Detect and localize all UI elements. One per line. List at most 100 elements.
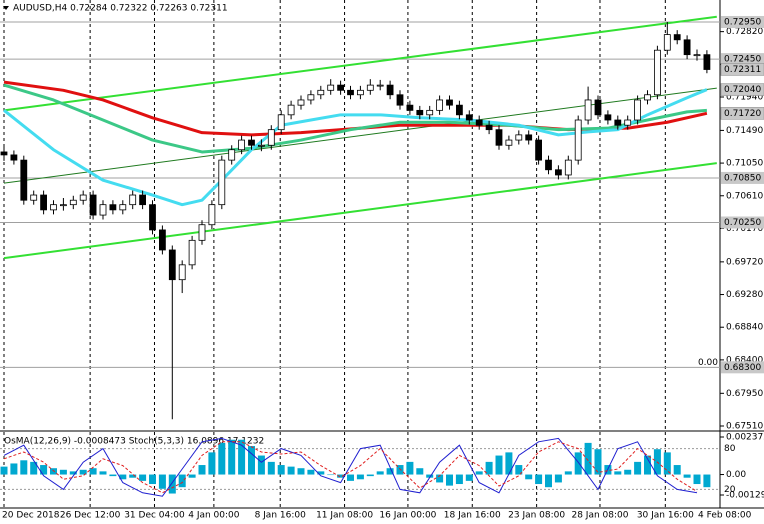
candle-body [0, 151, 8, 156]
osma-bar [703, 474, 711, 488]
candle-body [99, 204, 107, 216]
y2-tick-label: 20 [724, 485, 736, 495]
candle-body [238, 139, 246, 151]
price-marker-label: 0.72040 [724, 85, 761, 95]
osma-bar [663, 452, 671, 475]
y-tick-label: 0.69280 [726, 290, 763, 300]
x-tick-label: 16 Jan 00:00 [379, 511, 436, 521]
level-label: 0.68300 [724, 363, 761, 373]
osma-bar [386, 468, 394, 475]
x-tick-label: 23 Jan 08:00 [508, 511, 565, 521]
osma-bar [178, 474, 186, 488]
candle-body [614, 119, 622, 126]
osma-bar [564, 471, 572, 475]
osma-bar [475, 471, 483, 475]
osma-bar [515, 465, 523, 475]
candle-body [356, 89, 364, 96]
osma-bar [426, 474, 434, 478]
candle-body [673, 34, 681, 41]
price-marker-box [720, 63, 764, 76]
x-tick-label: 4 Feb 08:00 [698, 511, 752, 521]
osma-bar [149, 474, 156, 485]
candle-body [396, 94, 404, 106]
y-tick-label: 0.67950 [726, 389, 763, 399]
candle-body [693, 54, 701, 57]
candle-body [495, 129, 503, 146]
candle-body [624, 119, 632, 126]
osma-bar [158, 474, 166, 489]
price-marker-box [720, 83, 764, 96]
osma-bar [376, 471, 384, 475]
osma-bar [584, 442, 592, 475]
candle-body [634, 99, 641, 121]
osma-bar [446, 474, 453, 486]
osma-bar [99, 471, 107, 475]
y-tick-label: 0.67510 [726, 421, 763, 431]
x-tick-label: 18 Jan 16:00 [444, 511, 501, 521]
y-tick-label: 0.00 [726, 470, 746, 480]
osma-bar [683, 474, 691, 478]
candle-body [584, 99, 592, 121]
overlay-line [3, 15, 717, 112]
candle-body [436, 99, 444, 111]
candle-body [604, 114, 612, 121]
osma-bar [188, 474, 196, 478]
candle-body [475, 119, 483, 126]
osma-bar [267, 461, 275, 475]
candle-body [703, 54, 711, 70]
y-tick-label: 0.69720 [726, 257, 763, 267]
osma-bar [624, 469, 632, 475]
osma-bar [198, 465, 206, 475]
candle-body [287, 104, 295, 116]
candle-body [168, 249, 176, 281]
candle-body [248, 139, 255, 146]
osma-bar [406, 461, 414, 475]
candle-body [60, 204, 67, 207]
osma-bar [673, 465, 681, 475]
y-tick-label: 0.68840 [726, 323, 763, 333]
candle-body [426, 109, 434, 116]
candle-body [574, 119, 582, 161]
candle-body [564, 159, 572, 176]
level-label-box [721, 53, 764, 66]
osma-bar [505, 452, 513, 475]
osma-bar [297, 468, 305, 475]
candle-body [10, 154, 18, 161]
osma-bar [109, 474, 117, 477]
candle-body [277, 114, 285, 131]
osma-bar [0, 466, 8, 475]
candle-body [188, 239, 196, 266]
osma-bar [465, 474, 473, 481]
price-marker-label: 0.71720 [724, 109, 761, 119]
candle-body [30, 194, 38, 201]
candle-body [89, 194, 97, 216]
candle-body [416, 109, 424, 116]
y2-tick-label: 80 [724, 444, 736, 454]
level-label-box [721, 361, 764, 374]
x-tick-label: 8 Jan 16:00 [255, 511, 307, 521]
level-label: 0.70250 [724, 218, 761, 228]
x-tick-label: 31 Dec 04:00 [124, 511, 185, 521]
candle-body [198, 224, 206, 241]
candle-body [257, 144, 265, 147]
overlay-line [3, 162, 717, 260]
price-marker-box [720, 107, 764, 120]
osma-bar [119, 474, 127, 480]
osma-bar [59, 469, 67, 475]
osma-bar [30, 461, 38, 475]
y-tick-label: 0.71490 [726, 126, 763, 136]
osma-bar [129, 474, 137, 478]
osma-bar [218, 442, 226, 475]
osma-bar [554, 474, 562, 483]
candle-body [50, 204, 57, 211]
candle-body [109, 204, 117, 211]
osma-bar [396, 465, 404, 475]
level-label-box [721, 216, 764, 229]
candle-body [327, 84, 335, 91]
osma-bar [327, 474, 335, 476]
candle-body [149, 204, 156, 231]
osma-bar [455, 474, 463, 485]
osma-bar [574, 452, 582, 475]
osma-bar [89, 468, 97, 475]
